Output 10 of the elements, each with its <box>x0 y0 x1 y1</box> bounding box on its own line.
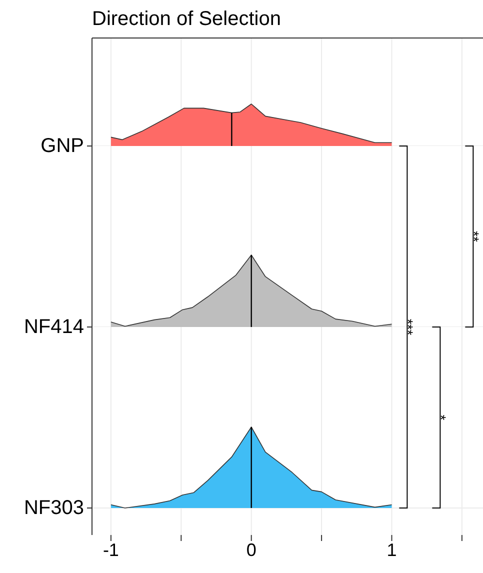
x-tick-label: -1 <box>102 540 119 560</box>
y-axis-title: NF303 <box>24 496 84 520</box>
y-axis-title: NF414 <box>24 315 84 339</box>
x-tick-label: 0 <box>246 540 256 560</box>
annotation: *** <box>400 318 416 336</box>
text: * <box>433 414 450 421</box>
chart-title: Direction of Selection <box>92 8 281 31</box>
y-axis-title: GNP <box>40 134 84 158</box>
text: ** <box>466 231 482 242</box>
x-tick-label: 1 <box>386 540 397 560</box>
